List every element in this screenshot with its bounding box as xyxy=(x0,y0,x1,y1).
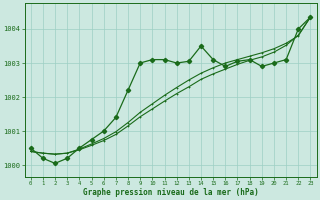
X-axis label: Graphe pression niveau de la mer (hPa): Graphe pression niveau de la mer (hPa) xyxy=(83,188,259,197)
